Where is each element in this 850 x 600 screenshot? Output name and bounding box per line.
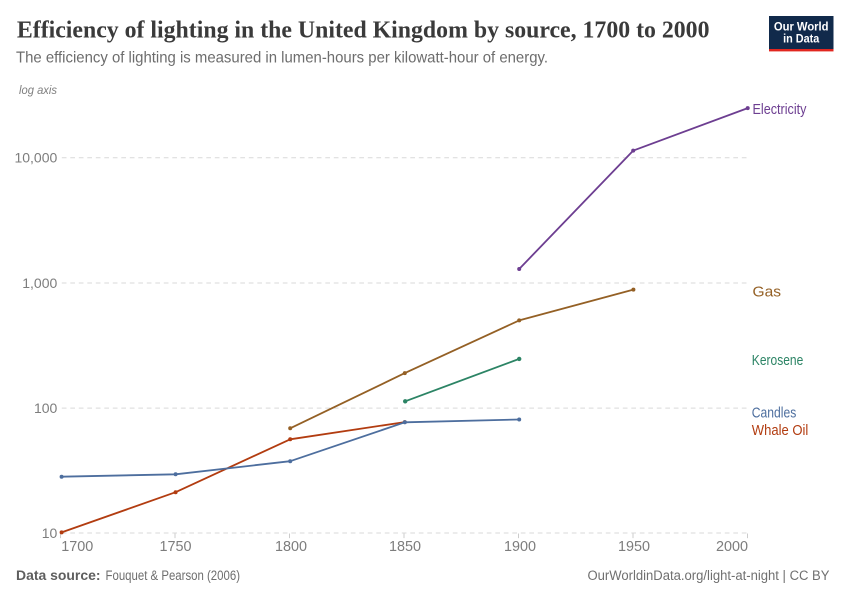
svg-text:1950: 1950 bbox=[618, 539, 650, 555]
svg-text:100: 100 bbox=[34, 400, 58, 416]
svg-text:2000: 2000 bbox=[716, 539, 748, 555]
svg-text:1800: 1800 bbox=[275, 539, 307, 555]
svg-text:1750: 1750 bbox=[159, 539, 191, 555]
svg-text:Whale Oil: Whale Oil bbox=[752, 423, 809, 439]
svg-text:Efficiency of lighting in the: Efficiency of lighting in the United Kin… bbox=[17, 18, 710, 44]
svg-text:Gas: Gas bbox=[753, 285, 782, 301]
svg-text:Data source:: Data source: bbox=[16, 568, 101, 583]
svg-text:1,000: 1,000 bbox=[22, 275, 57, 291]
svg-text:1850: 1850 bbox=[389, 539, 421, 555]
svg-text:Candles: Candles bbox=[752, 406, 797, 422]
svg-text:1700: 1700 bbox=[61, 539, 93, 555]
svg-text:OurWorldinData.org/light-at-ni: OurWorldinData.org/light-at-night | CC B… bbox=[588, 568, 830, 583]
svg-text:log axis: log axis bbox=[19, 85, 57, 97]
svg-text:Our World: Our World bbox=[774, 20, 829, 34]
svg-text:Fouquet & Pearson (2006): Fouquet & Pearson (2006) bbox=[106, 568, 241, 583]
svg-text:Kerosene: Kerosene bbox=[752, 353, 804, 369]
svg-text:1900: 1900 bbox=[504, 539, 536, 555]
svg-text:10,000: 10,000 bbox=[14, 150, 57, 166]
svg-text:10: 10 bbox=[42, 525, 58, 541]
svg-text:The efficiency of lighting is: The efficiency of lighting is measured i… bbox=[16, 49, 548, 66]
svg-text:Electricity: Electricity bbox=[753, 102, 808, 118]
svg-text:in Data: in Data bbox=[783, 32, 819, 46]
